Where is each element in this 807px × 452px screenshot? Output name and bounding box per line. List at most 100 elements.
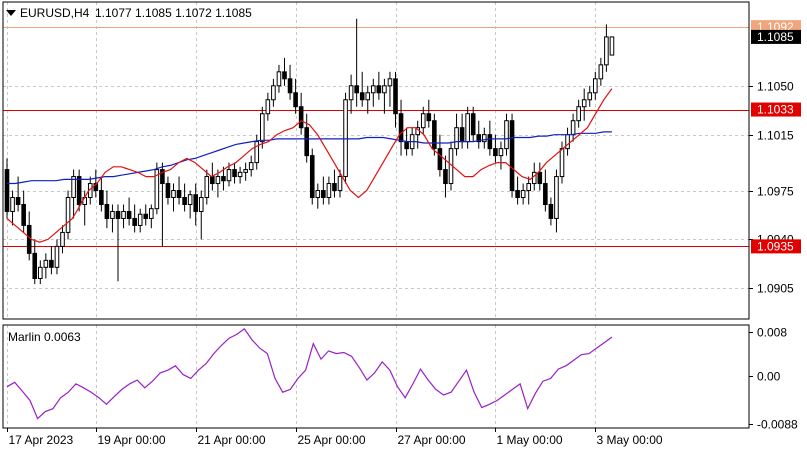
candle-body[interactable]: [487, 134, 493, 150]
candle-body[interactable]: [565, 134, 570, 150]
candle-body[interactable]: [465, 113, 470, 143]
candle-body[interactable]: [576, 106, 581, 122]
candle-body[interactable]: [348, 85, 354, 101]
candle-body[interactable]: [387, 78, 393, 87]
candle-body[interactable]: [343, 99, 348, 178]
candle-body[interactable]: [376, 85, 382, 94]
candle-body[interactable]: [254, 141, 260, 164]
candle-body[interactable]: [354, 85, 359, 94]
candle-body[interactable]: [581, 99, 587, 108]
candle-body[interactable]: [459, 127, 465, 143]
candle-body[interactable]: [154, 169, 160, 210]
candle-body[interactable]: [332, 183, 337, 192]
candle-body[interactable]: [76, 176, 82, 205]
candle-body[interactable]: [110, 210, 115, 219]
candle-body[interactable]: [49, 259, 54, 268]
candle-body[interactable]: [515, 190, 520, 199]
candle-body[interactable]: [121, 210, 126, 219]
candle-body[interactable]: [132, 217, 137, 226]
candle-body[interactable]: [93, 183, 99, 192]
candle-body[interactable]: [315, 190, 321, 199]
candle-body[interactable]: [260, 113, 265, 143]
candle-body[interactable]: [570, 120, 576, 136]
candle-body[interactable]: [321, 190, 326, 199]
candle-body[interactable]: [504, 120, 509, 150]
candle-body[interactable]: [287, 78, 293, 94]
price-axis[interactable]: 1.10501.10151.09751.09401.09050.0080.00-…: [749, 20, 801, 432]
candle-body[interactable]: [420, 113, 426, 129]
candle-body[interactable]: [38, 266, 43, 280]
candle-body[interactable]: [526, 183, 532, 192]
candle-body[interactable]: [543, 183, 548, 205]
candle-body[interactable]: [426, 113, 432, 122]
candle-body[interactable]: [271, 85, 276, 101]
triangle-down-icon[interactable]: [6, 10, 16, 16]
candle-body[interactable]: [126, 210, 132, 219]
candle-body[interactable]: [326, 183, 332, 199]
candle-body[interactable]: [226, 169, 232, 182]
candle-body[interactable]: [54, 245, 60, 268]
candle-body[interactable]: [137, 213, 143, 226]
candle-body[interactable]: [171, 190, 176, 199]
candle-body[interactable]: [10, 197, 15, 212]
candle-body[interactable]: [604, 36, 609, 66]
candle-body[interactable]: [104, 203, 110, 219]
candle-body[interactable]: [393, 78, 398, 115]
candle-body[interactable]: [593, 78, 598, 94]
candle-body[interactable]: [337, 176, 343, 192]
candle-body[interactable]: [443, 169, 448, 185]
candle-body[interactable]: [60, 231, 65, 247]
candle-body[interactable]: [371, 85, 376, 94]
candle-body[interactable]: [115, 210, 121, 219]
candle-body[interactable]: [598, 64, 604, 80]
candle-body[interactable]: [476, 134, 482, 143]
candle-body[interactable]: [432, 120, 437, 150]
candle-body[interactable]: [65, 197, 71, 233]
candle-body[interactable]: [493, 148, 498, 157]
candle-body[interactable]: [160, 169, 165, 185]
candle-body[interactable]: [382, 85, 387, 94]
candle-body[interactable]: [398, 113, 404, 143]
candle-body[interactable]: [243, 169, 248, 173]
candle-body[interactable]: [193, 194, 198, 212]
candle-body[interactable]: [32, 252, 38, 280]
candle-body[interactable]: [587, 92, 593, 101]
candle-body[interactable]: [21, 203, 26, 226]
candle-body[interactable]: [187, 194, 193, 205]
candle-body[interactable]: [282, 71, 287, 80]
candle-body[interactable]: [215, 176, 221, 185]
candle-body[interactable]: [537, 171, 543, 185]
candle-body[interactable]: [454, 127, 459, 150]
candle-body[interactable]: [182, 197, 187, 205]
candle-body[interactable]: [43, 259, 49, 268]
candle-body[interactable]: [509, 120, 515, 192]
candle-body[interactable]: [470, 113, 476, 136]
candle-body[interactable]: [204, 176, 210, 199]
candle-body[interactable]: [221, 176, 226, 182]
candle-body[interactable]: [71, 176, 76, 199]
candles[interactable]: [4, 18, 615, 285]
candle-body[interactable]: [4, 169, 10, 212]
candle-body[interactable]: [304, 127, 309, 157]
candle-body[interactable]: [176, 190, 182, 199]
candle-body[interactable]: [365, 92, 371, 101]
candle-body[interactable]: [143, 213, 149, 219]
candle-body[interactable]: [437, 148, 443, 171]
candle-body[interactable]: [531, 171, 537, 185]
candle-body[interactable]: [26, 224, 32, 254]
candle-body[interactable]: [309, 155, 315, 199]
candle-body[interactable]: [404, 141, 409, 150]
time-axis[interactable]: 17 Apr 2023 19 Apr 00:00 21 Apr 00:00 25 Ap…: [7, 428, 663, 447]
candle-body[interactable]: [298, 106, 304, 129]
candle-body[interactable]: [265, 99, 271, 115]
candle-body[interactable]: [609, 36, 615, 56]
candle-body[interactable]: [293, 92, 298, 108]
candle-body[interactable]: [232, 169, 237, 178]
candle-body[interactable]: [520, 190, 526, 199]
candle-body[interactable]: [359, 92, 365, 101]
candle-body[interactable]: [165, 183, 171, 199]
candle-body[interactable]: [248, 162, 254, 171]
candle-body[interactable]: [548, 203, 554, 219]
candle-body[interactable]: [559, 148, 565, 178]
